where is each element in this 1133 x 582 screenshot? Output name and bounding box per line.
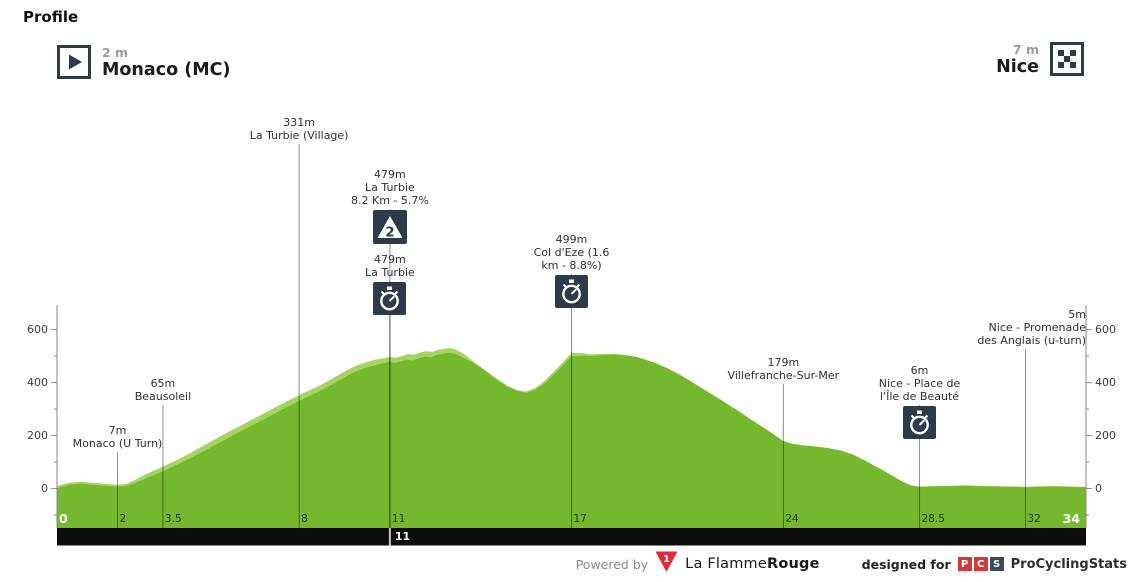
- y-axis-label-left: 200: [27, 429, 48, 443]
- annotation-text: La Turbie: [365, 181, 415, 194]
- x-axis-distance-bar: [57, 528, 1086, 546]
- annotation-text: Nice - Place de: [878, 377, 961, 390]
- page-title: Profile: [23, 8, 79, 26]
- annotation-text: 499m: [555, 233, 588, 246]
- y-axis-label-right: 600: [1095, 323, 1116, 337]
- annotation-text: La Turbie (Village): [249, 129, 349, 142]
- annotation-la-turbie-village: 331m La Turbie (Village): [214, 116, 384, 142]
- time-check-icon: [373, 282, 407, 316]
- la-flamme-rouge-logo-icon: 1: [655, 551, 678, 577]
- x-axis-label: 34: [1062, 511, 1080, 526]
- annotation-text: l'Île de Beauté: [880, 390, 960, 403]
- annotation-text: La Turbie: [365, 266, 415, 279]
- start-elevation: 2 m: [102, 45, 129, 60]
- annotation-text: 331m: [283, 116, 315, 129]
- annotation-la-turbie-climb: 479m La Turbie 8.2 Km - 5.7% 2: [305, 168, 475, 244]
- annotation-text: 479m: [374, 168, 406, 181]
- category-2-climb-icon: 2: [372, 210, 407, 244]
- designed-for-label: designed for: [861, 556, 951, 572]
- svg-text:2: 2: [385, 225, 394, 241]
- y-axis-label-left: 400: [27, 376, 48, 390]
- annotation-nice-promenade: 5m Nice - Promenade des Anglais (u-turn): [916, 308, 1086, 347]
- annotation-text: 7m: [108, 424, 127, 437]
- x-axis-label: 17: [573, 513, 587, 525]
- x-axis-label: 2: [119, 513, 127, 525]
- annotation-text: 6m: [910, 364, 929, 377]
- start-name: Monaco (MC): [102, 60, 231, 80]
- start-flag-icon: [57, 45, 91, 83]
- annotation-text: km - 8.8%): [541, 259, 602, 272]
- footer: Powered by 1 La FlammeRouge designed for…: [575, 551, 1127, 577]
- annotation-text: 179m: [767, 356, 800, 369]
- y-axis-label-right: 200: [1095, 429, 1116, 443]
- annotation-text: 65m: [150, 377, 176, 390]
- annotation-text: Nice - Promenade: [988, 321, 1086, 334]
- annotation-text: des Anglais (u-turn): [977, 334, 1086, 347]
- annotation-text: Villefranche-Sur-Mer: [727, 369, 840, 382]
- x-axis-label: 11: [391, 513, 406, 525]
- y-axis-label-left: 600: [27, 323, 48, 337]
- y-axis-label-left: 0: [41, 482, 48, 496]
- annotation-nice-place-beaute: 6m Nice - Place de l'Île de Beauté: [835, 364, 1005, 440]
- x-axis-label: 28.5: [921, 513, 945, 525]
- annotation-villefranche: 179m Villefranche-Sur-Mer: [698, 356, 868, 382]
- annotation-text: 479m: [374, 253, 406, 266]
- finish-location: 7 m Nice: [996, 42, 1084, 80]
- finish-elevation: 7 m: [1012, 42, 1039, 57]
- distance-marker-label: 11: [394, 530, 411, 543]
- x-axis-label: 3.5: [164, 513, 182, 525]
- annotation-monaco-u-turn: 7m Monaco (U Turn): [33, 424, 203, 450]
- pcs-letter-s: S: [989, 557, 1004, 571]
- annotation-text: Beausoleil: [134, 390, 192, 403]
- time-check-icon: [903, 406, 937, 440]
- finish-name: Nice: [996, 57, 1039, 77]
- start-location: 2 m Monaco (MC): [57, 45, 230, 83]
- annotation-la-turbie-timecheck: 479m La Turbie: [305, 253, 475, 316]
- x-axis-label: 32: [1027, 513, 1041, 525]
- annotation-text: Monaco (U Turn): [72, 437, 163, 450]
- la-flamme-rouge-brand: La FlammeRouge: [685, 556, 820, 572]
- pcs-letter-p: P: [957, 557, 972, 571]
- annotation-text: 5m: [1068, 308, 1086, 321]
- annotation-beausoleil: 65m Beausoleil: [78, 377, 248, 403]
- powered-by-label: Powered by: [575, 556, 649, 572]
- pcs-name: ProCyclingStats: [1010, 556, 1127, 572]
- annotation-text: 8.2 Km - 5.7%: [350, 194, 429, 207]
- finish-flag-icon: [1050, 42, 1084, 80]
- x-axis-label: 0: [59, 511, 68, 526]
- svg-text:1: 1: [663, 554, 670, 565]
- profile-area: [57, 352, 1086, 528]
- pcs-letter-c: C: [973, 557, 988, 571]
- annotation-text: Col d'Eze (1.6: [533, 246, 610, 259]
- x-axis-label: 8: [301, 513, 308, 525]
- time-check-icon: [555, 275, 589, 309]
- x-axis-label: 24: [785, 513, 799, 525]
- annotation-col-deze-timecheck: 499m Col d'Eze (1.6 km - 8.8%): [487, 233, 657, 309]
- y-axis-label-right: 0: [1095, 482, 1102, 496]
- y-axis-label-right: 400: [1095, 376, 1116, 390]
